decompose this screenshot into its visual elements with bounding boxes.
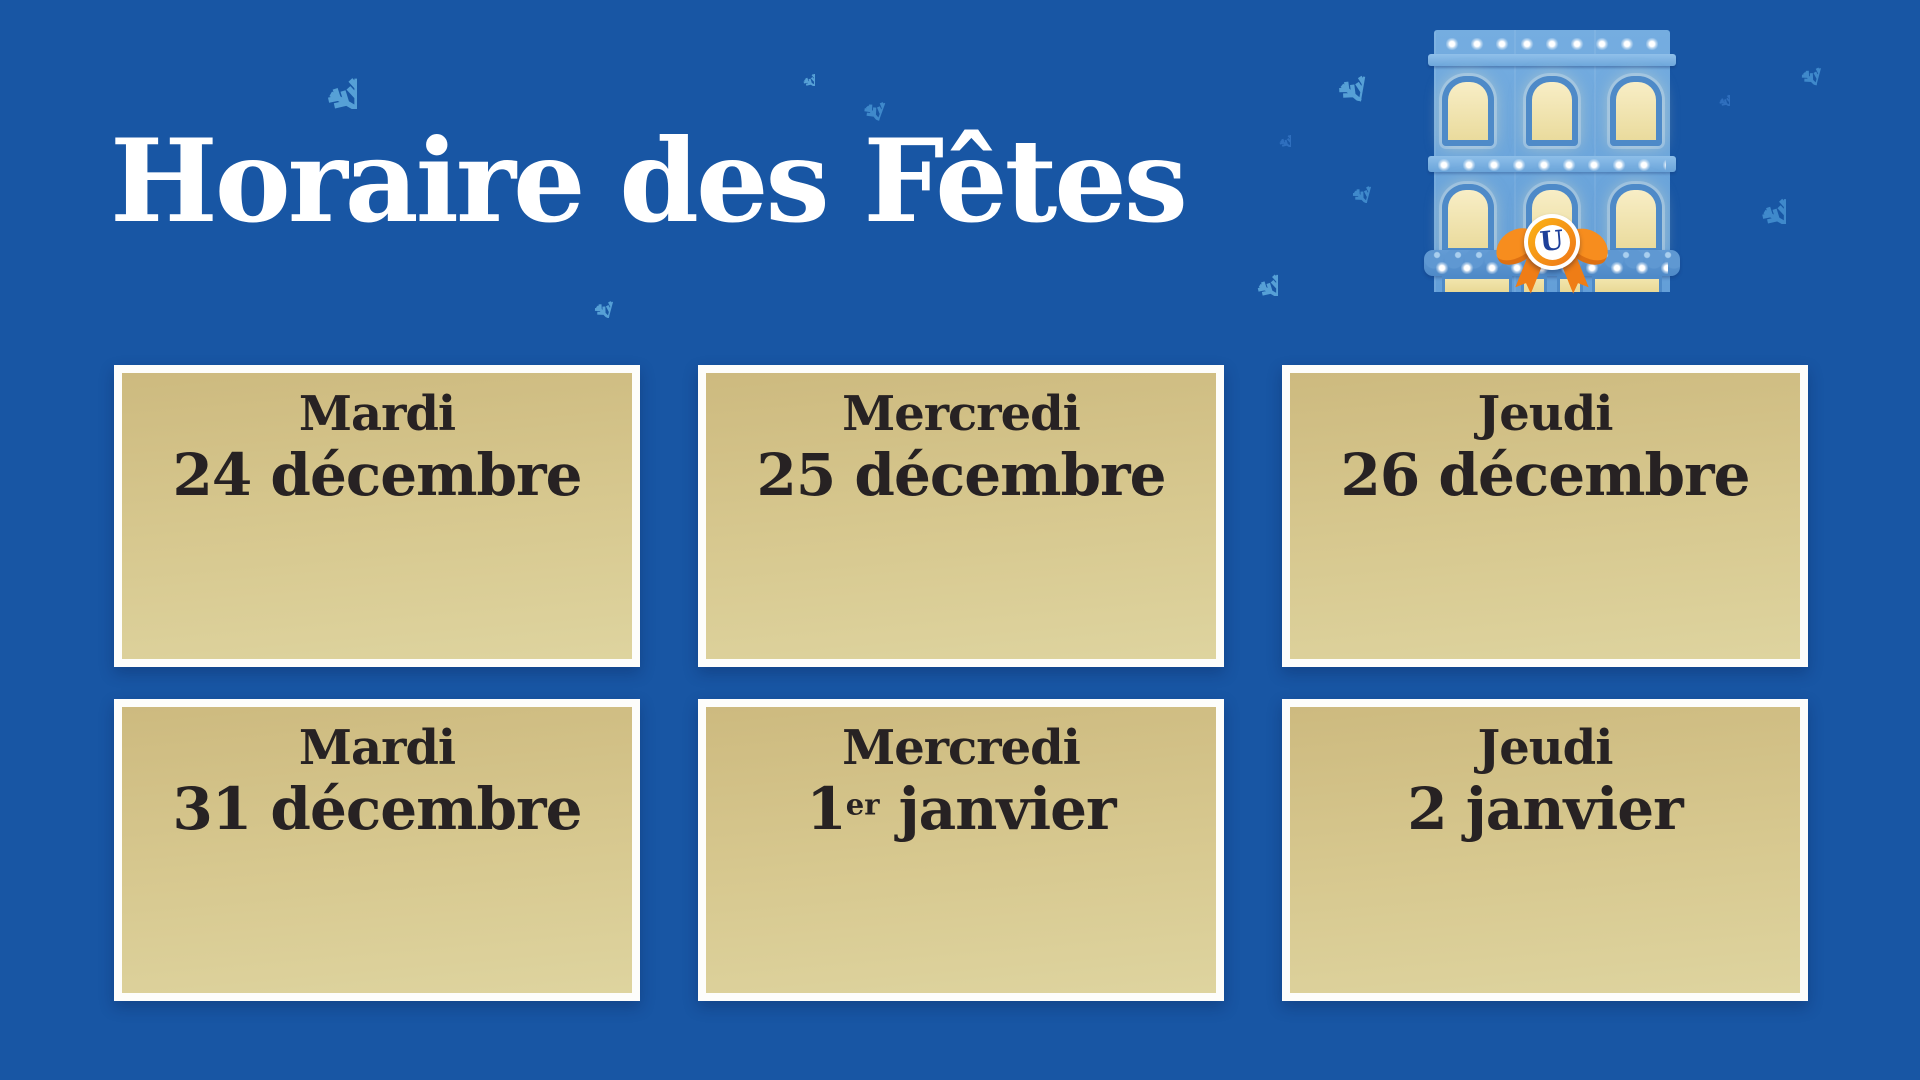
storefront-window-icon bbox=[1442, 276, 1512, 292]
snowflake-icon bbox=[789, 60, 815, 86]
page-title: Horaire des Fêtes bbox=[110, 114, 1188, 248]
snowflake-icon bbox=[574, 274, 618, 318]
card-date-main: 25 décembre bbox=[756, 440, 1167, 509]
schedule-card: Jeudi 26 décembre bbox=[1282, 365, 1808, 667]
card-date-rest: janvier bbox=[879, 774, 1117, 843]
building-floor-upper bbox=[1442, 76, 1662, 146]
store-logo-badge: U bbox=[1524, 214, 1580, 270]
card-day-label: Mardi bbox=[298, 720, 456, 776]
snowflake-icon bbox=[1265, 121, 1291, 147]
string-lights-icon bbox=[1446, 38, 1658, 50]
schedule-card: Jeudi 2 janvier bbox=[1282, 699, 1808, 1001]
arched-window-icon bbox=[1442, 76, 1494, 146]
card-date-label: 31 décembre bbox=[122, 774, 632, 843]
building-ledge bbox=[1428, 156, 1676, 172]
snowflake-icon bbox=[841, 69, 892, 120]
card-day-label: Mercredi bbox=[842, 386, 1081, 442]
store-illustration: U bbox=[1424, 30, 1680, 292]
arched-window-icon bbox=[1442, 184, 1494, 254]
card-date-superscript: er bbox=[845, 787, 880, 822]
card-date-label: 24 décembre bbox=[122, 440, 632, 509]
schedule-card: Mercredi 1er janvier bbox=[698, 699, 1224, 1001]
logo-letter: U bbox=[1538, 224, 1566, 258]
schedule-grid: Mardi 24 décembre Mercredi 25 décembre J… bbox=[114, 365, 1808, 1001]
storefront bbox=[1442, 276, 1662, 292]
schedule-card: Mardi 31 décembre bbox=[114, 699, 640, 1001]
snowflake-icon bbox=[1780, 39, 1827, 86]
arched-window-icon bbox=[1610, 184, 1662, 254]
card-date-main: 31 décembre bbox=[172, 774, 583, 843]
logo-orange-ring: U bbox=[1528, 218, 1576, 266]
storefront-window-icon bbox=[1591, 276, 1662, 292]
arched-window-icon bbox=[1526, 76, 1578, 146]
building-cornice bbox=[1428, 54, 1676, 66]
card-day-label: Jeudi bbox=[1477, 386, 1614, 442]
arched-window-icon bbox=[1610, 76, 1662, 146]
snowflake-icon bbox=[1332, 159, 1376, 203]
card-date-main: 2 janvier bbox=[1407, 774, 1683, 843]
card-date-main: 26 décembre bbox=[1340, 440, 1751, 509]
snowflake-icon bbox=[1308, 39, 1371, 102]
snowflake-icon bbox=[1232, 250, 1278, 296]
snowflake-icon bbox=[291, 43, 357, 109]
card-day-label: Jeudi bbox=[1477, 720, 1614, 776]
card-date-label: 26 décembre bbox=[1290, 440, 1800, 509]
card-date-label: 25 décembre bbox=[706, 440, 1216, 509]
logo-inner-disc: U bbox=[1534, 224, 1570, 260]
string-lights-icon bbox=[1438, 159, 1666, 171]
schedule-card: Mercredi 25 décembre bbox=[698, 365, 1224, 667]
card-date-label: 2 janvier bbox=[1290, 774, 1800, 843]
snowflake-icon bbox=[1732, 170, 1786, 224]
card-date-main: 24 décembre bbox=[172, 440, 583, 509]
card-date-label: 1er janvier bbox=[706, 774, 1216, 843]
snowflake-icon bbox=[1706, 82, 1730, 106]
schedule-card: Mardi 24 décembre bbox=[114, 365, 640, 667]
card-day-label: Mardi bbox=[298, 386, 456, 442]
card-day-label: Mercredi bbox=[842, 720, 1081, 776]
card-date-main: 1 bbox=[806, 774, 846, 843]
